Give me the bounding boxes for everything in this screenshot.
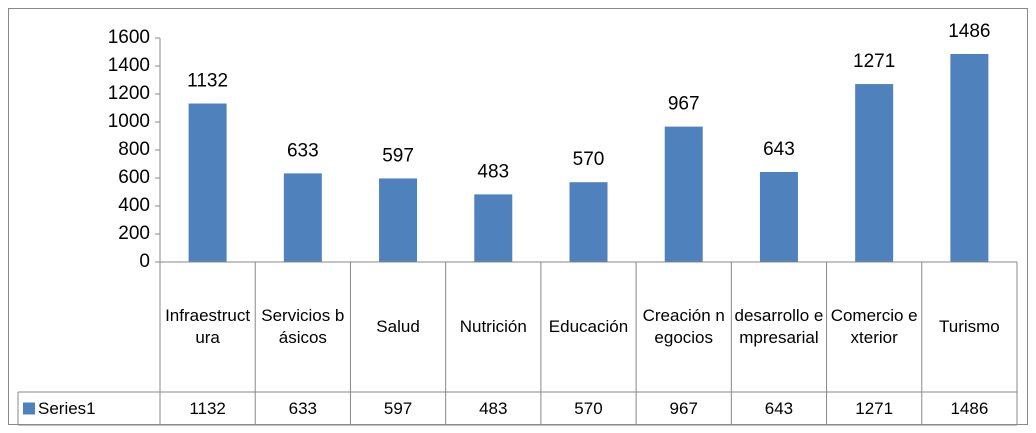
y-tick-label: 1400 — [108, 55, 150, 76]
bar — [950, 53, 989, 263]
legend-swatch — [23, 402, 35, 415]
x-tick-label: Comercio exterior — [830, 306, 918, 347]
data-label: 1486 — [948, 21, 990, 42]
data-label: 633 — [287, 140, 319, 161]
x-tick-label: Nutrición — [459, 317, 527, 336]
y-tick-label: 600 — [118, 167, 150, 188]
data-label: 597 — [382, 145, 414, 166]
bar — [855, 84, 894, 262]
data-label: 1132 — [187, 71, 228, 92]
x-tick-label: Creación negocios — [642, 306, 725, 347]
data-label: 1271 — [853, 51, 895, 72]
data-label: 967 — [668, 94, 700, 115]
x-tick-label: Infraestructura — [165, 306, 251, 347]
y-tick-label: 800 — [118, 139, 150, 160]
bar — [569, 182, 608, 262]
table-value: 1271 — [855, 398, 894, 418]
x-tick-label: Salud — [376, 317, 420, 336]
bar — [283, 173, 322, 262]
table-value: 570 — [574, 398, 603, 418]
data-label: 643 — [763, 139, 795, 160]
x-tick-label: Turismo — [938, 317, 1000, 336]
x-tick-label: desarrollo empresarial — [734, 306, 824, 347]
table-value: 967 — [669, 398, 698, 418]
data-label: 483 — [477, 161, 509, 182]
table-value: 1132 — [189, 398, 226, 418]
y-tick-label: 0 — [139, 251, 150, 272]
x-tick-label: Servicios básicos — [261, 306, 345, 347]
bar — [188, 103, 227, 263]
table-value: 1486 — [950, 398, 989, 418]
table-value: 597 — [383, 398, 413, 418]
bar — [474, 194, 513, 262]
y-tick-label: 1600 — [108, 27, 150, 48]
y-tick-label: 1000 — [108, 111, 150, 132]
table-value: 483 — [479, 398, 508, 418]
x-tick-label: Educación — [548, 317, 629, 336]
y-tick-label: 1200 — [108, 83, 150, 104]
y-tick-label: 200 — [118, 223, 150, 244]
bar — [664, 126, 703, 263]
bar — [379, 178, 418, 262]
y-tick-label: 400 — [118, 195, 150, 216]
bar — [759, 171, 798, 262]
table-value: 633 — [288, 398, 318, 418]
data-label: 570 — [573, 149, 605, 170]
legend-label: Series1 — [38, 398, 96, 418]
table-value: 643 — [764, 398, 794, 418]
